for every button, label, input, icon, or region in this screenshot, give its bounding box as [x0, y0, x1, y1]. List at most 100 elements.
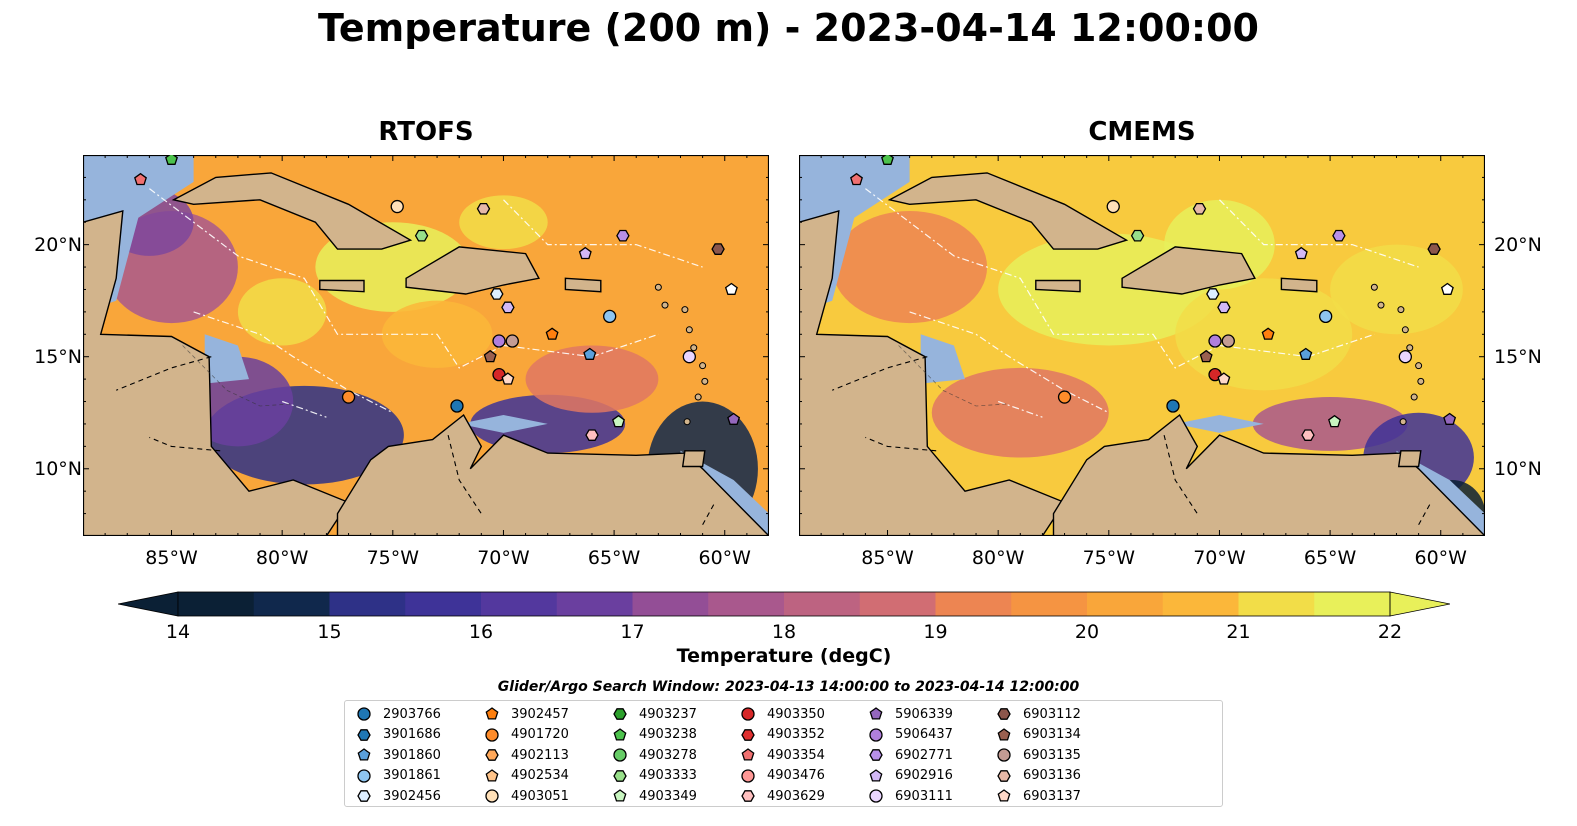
float-marker-5906339 — [727, 412, 741, 425]
legend-item: 4902113 — [483, 746, 569, 764]
pentagon-marker-icon — [997, 727, 1011, 741]
pentagon-marker-icon — [485, 768, 499, 782]
cmems-longitude-axis: 85°W 80°W 75°W 70°W 65°W 60°W — [799, 547, 1499, 573]
legend-item: 4903349 — [611, 787, 697, 805]
panel-title-rtofs: RTOFS — [378, 117, 474, 147]
legend-marker-4903238 — [613, 727, 627, 741]
latitude-tick: 10°N — [34, 457, 82, 480]
cmems-map-panel: CMEMS 85°W 80°W 75°W 70°W 65°W 60°W — [799, 117, 1499, 569]
legend-label: 3901686 — [383, 727, 441, 743]
legend-label: 6903112 — [1023, 706, 1081, 722]
rtofs-latitude-axis: 20°N 15°N 10°N — [10, 155, 82, 536]
float-marker-3902457 — [545, 327, 559, 340]
legend-marker-6903111 — [869, 789, 883, 804]
colorbar-bin — [859, 592, 936, 616]
float-marker-3902456 — [1206, 288, 1220, 300]
colorbar-tick: 21 — [1226, 621, 1251, 643]
legend-label: 6902771 — [895, 747, 953, 763]
legend-marker-5906339 — [869, 707, 883, 720]
legend-label: 4903238 — [639, 727, 697, 743]
colorbar-bin — [784, 592, 861, 616]
legend-marker-6903112 — [997, 708, 1011, 720]
colorbar-bin — [1162, 592, 1239, 616]
colorbar-bin — [481, 592, 558, 616]
float-marker-6903137 — [501, 372, 515, 385]
legend-marker-4903051 — [485, 789, 499, 804]
colorbar-tick: 16 — [468, 621, 494, 643]
colorbar-bin — [178, 592, 255, 616]
longitude-tick: 80°W — [971, 547, 1025, 569]
legend-marker-6903137 — [997, 789, 1011, 802]
float-marker-3901860 — [583, 347, 597, 360]
float-marker-3902456 — [490, 288, 504, 300]
legend-item: 4903629 — [739, 787, 825, 805]
float-marker-2903766 — [450, 399, 464, 413]
colorbar-bin — [1238, 592, 1315, 616]
rtofs-map-panel: RTOFS 85°W 80°W 75°W 70°W 65°W 60°W — [83, 117, 783, 569]
legend-item: 4902534 — [483, 767, 569, 785]
panel-title-cmems: CMEMS — [1088, 117, 1196, 147]
pentagon-marker-icon — [997, 789, 1011, 802]
legend-marker-3901686 — [357, 728, 371, 741]
float-marker-3902457 — [1261, 327, 1275, 340]
colorbar-label: Temperature (degC) — [676, 645, 892, 667]
hexagon-marker-icon — [485, 749, 499, 762]
float-marker-6903135 — [505, 334, 519, 348]
legend-label: 5906339 — [895, 706, 953, 722]
hexagon-marker-icon — [997, 769, 1011, 782]
colorbar-bin — [1011, 592, 1088, 616]
legend-marker-6903134 — [997, 727, 1011, 741]
legend-item: 3902457 — [483, 705, 569, 723]
legend-marker-4901720 — [485, 727, 499, 742]
pentagon-marker-icon — [869, 768, 883, 782]
longitude-tick: 85°W — [861, 547, 914, 569]
float-marker-6903111 — [1398, 350, 1412, 364]
legend-marker-3901861 — [357, 769, 371, 783]
longitude-tick: 70°W — [477, 547, 530, 569]
pentagon-marker-icon — [357, 748, 371, 761]
legend-label: 4903333 — [639, 768, 697, 784]
legend-marker-4903237 — [613, 708, 627, 720]
colorbar-bin — [1087, 592, 1164, 616]
float-marker-6902771 — [1332, 229, 1346, 242]
float-marker-extra-1 — [1217, 301, 1231, 314]
colorbar-bin — [556, 592, 633, 616]
colorbar-bin — [708, 592, 785, 616]
circle-marker-icon — [485, 727, 499, 742]
float-marker-6903111 — [682, 350, 696, 364]
float-marker-6902916 — [1294, 246, 1308, 260]
legend-label: 4903352 — [767, 727, 825, 743]
circle-marker-icon — [741, 769, 755, 783]
longitude-tick: 85°W — [145, 547, 198, 569]
latitude-tick: 10°N — [1494, 457, 1542, 480]
colorbar-tick: 22 — [1377, 621, 1403, 643]
float-marker-5906437 — [492, 334, 506, 348]
colorbar-tick: 17 — [620, 621, 645, 643]
legend-label: 2903766 — [383, 706, 441, 722]
float-marker-3901861 — [1319, 309, 1333, 324]
float-marker-4903238 — [881, 155, 894, 165]
legend-marker-3902457 — [485, 707, 499, 720]
colorbar-max-extend — [1389, 591, 1451, 617]
circle-marker-icon — [357, 707, 371, 721]
legend-marker-4903476 — [741, 769, 755, 783]
temperature-colorbar: 14 15 16 17 18 19 20 21 22 Temperature (degC) — [117, 591, 1451, 667]
float-marker-5906339 — [1443, 412, 1457, 425]
longitude-tick: 80°W — [255, 547, 309, 569]
circle-marker-icon — [485, 789, 499, 804]
longitude-tick: 65°W — [587, 547, 641, 569]
legend-marker-4903354 — [741, 748, 755, 761]
float-marker-extra-1 — [501, 301, 515, 314]
legend-label: 3901861 — [383, 768, 441, 784]
latitude-tick: 20°N — [34, 233, 82, 256]
legend-marker-6903136 — [997, 769, 1011, 782]
hexagon-marker-icon — [357, 790, 371, 803]
legend-marker-4902113 — [485, 749, 499, 762]
legend-label: 6903137 — [1023, 788, 1081, 804]
legend-item: 4903333 — [611, 767, 697, 785]
legend-marker-2903766 — [357, 707, 371, 721]
float-marker-4903629 — [585, 429, 599, 441]
legend-item: 6903135 — [995, 746, 1081, 764]
float-marker-6903134 — [483, 349, 497, 363]
float-marker-4903354 — [850, 172, 863, 186]
